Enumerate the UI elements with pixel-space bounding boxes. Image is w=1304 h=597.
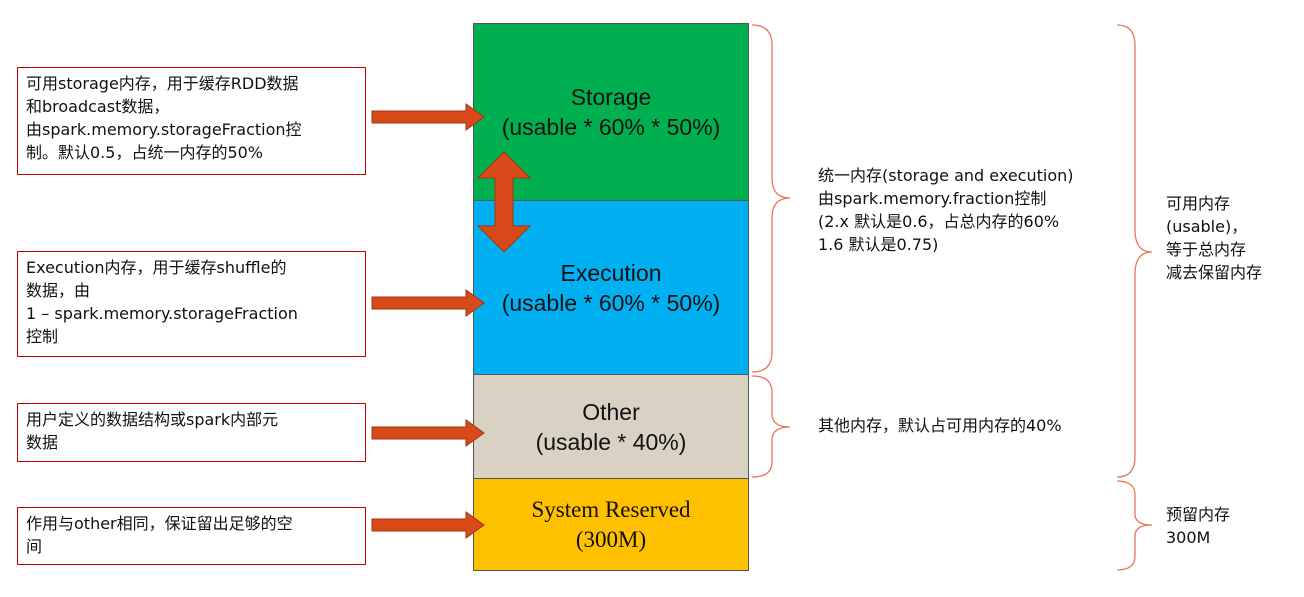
reserved-memory-label: 预留内存 300M [1166, 505, 1231, 547]
storage-note-text: 可用storage内存，用于缓存RDD数据 和broadcast数据， 由spa… [26, 74, 302, 162]
brace-reserved [1116, 480, 1153, 571]
arrow-other [371, 419, 485, 447]
execution-note: Execution内存，用于缓存shuffle的 数据，由 1 – spark.… [17, 251, 366, 357]
execution-block: Execution (usable * 60% * 50%) [473, 200, 749, 375]
execution-note-text: Execution内存，用于缓存shuffle的 数据，由 1 – spark.… [26, 258, 298, 346]
brace-usable [1116, 24, 1153, 478]
arrow-execution [371, 289, 485, 317]
brace-unified [751, 24, 791, 373]
unified-memory-label: 统一内存(storage and execution) 由spark.memor… [818, 166, 1074, 254]
arrow-reserved [371, 511, 485, 539]
reserved-size: (300M) [575, 526, 647, 552]
other-memory-label: 其他内存，默认占可用内存的40% [818, 416, 1062, 435]
execution-formula: (usable * 60% * 50%) [501, 289, 721, 316]
other-title: Other [582, 398, 640, 425]
storage-note: 可用storage内存，用于缓存RDD数据 和broadcast数据， 由spa… [17, 67, 366, 175]
storage-title: Storage [570, 84, 652, 110]
double-arrow-storage-execution [476, 151, 532, 253]
execution-title: Execution [560, 259, 662, 286]
reserved-note: 作用与other相同，保证留出足够的空 间 [17, 507, 366, 565]
reserved-note-text: 作用与other相同，保证留出足够的空 间 [26, 514, 293, 556]
storage-formula: (usable * 60% * 50%) [501, 114, 721, 140]
system-reserved-block: System Reserved (300M) [473, 478, 749, 571]
other-note: 用户定义的数据结构或spark内部元 数据 [17, 403, 366, 462]
reserved-title: System Reserved [531, 496, 691, 522]
arrow-storage [371, 103, 485, 131]
other-formula: (usable * 40%) [535, 428, 687, 455]
brace-other [751, 375, 791, 478]
other-note-text: 用户定义的数据结构或spark内部元 数据 [26, 410, 279, 452]
usable-memory-label: 可用内存 (usable)， 等于总内存 减去保留内存 [1166, 194, 1263, 282]
